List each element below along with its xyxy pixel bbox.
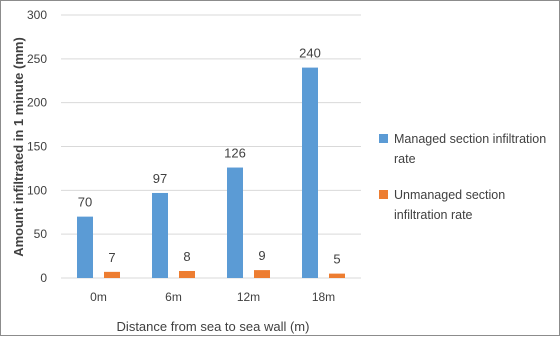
x-tick-label: 12m xyxy=(237,290,260,304)
bar-managed xyxy=(152,192,168,278)
bars xyxy=(77,67,345,278)
data-labels: 70 7 97 8 126 9 240 5 xyxy=(78,46,341,267)
x-axis-ticks: 0m 6m 12m 18m xyxy=(90,290,335,304)
y-axis-title: Amount infiltrated in 1 minute (mm) xyxy=(11,37,26,257)
y-tick-label: 300 xyxy=(27,8,47,22)
x-tick-label: 6m xyxy=(165,290,182,304)
data-label-unmanaged: 8 xyxy=(183,249,190,264)
legend-swatch-unmanaged xyxy=(379,190,388,199)
legend-item-managed: Managed section infiltration rate xyxy=(379,129,557,169)
x-tick-label: 18m xyxy=(312,290,335,304)
bar-managed xyxy=(302,67,318,278)
bar-unmanaged xyxy=(179,270,195,278)
x-tick-label: 0m xyxy=(90,290,107,304)
legend-swatch-managed xyxy=(379,134,388,143)
y-tick-label: 50 xyxy=(34,227,48,241)
bar-unmanaged xyxy=(254,270,270,278)
data-label-unmanaged: 7 xyxy=(108,250,115,265)
data-label-unmanaged: 5 xyxy=(333,252,340,267)
x-axis-title: Distance from sea to sea wall (m) xyxy=(117,319,310,334)
bar-unmanaged xyxy=(329,273,345,278)
y-axis-ticks: 0 50 100 150 200 250 300 xyxy=(27,8,47,285)
data-label-managed: 126 xyxy=(224,146,246,161)
data-label-managed: 97 xyxy=(153,171,167,186)
data-label-unmanaged: 9 xyxy=(258,248,265,263)
y-tick-label: 100 xyxy=(27,183,47,197)
y-tick-label: 200 xyxy=(27,96,47,110)
data-label-managed: 240 xyxy=(299,46,321,61)
y-tick-label: 250 xyxy=(27,52,47,66)
bar-managed xyxy=(227,167,243,278)
gridlines xyxy=(61,14,361,279)
y-tick-label: 0 xyxy=(40,271,47,285)
legend-label-unmanaged: Unmanaged section infiltration rate xyxy=(394,188,506,222)
bar-managed xyxy=(77,216,93,278)
data-label-managed: 70 xyxy=(78,195,92,210)
y-tick-label: 150 xyxy=(27,140,47,154)
bar-unmanaged xyxy=(104,271,120,278)
legend-label-managed: Managed section infiltration rate xyxy=(394,132,547,166)
legend-item-unmanaged: Unmanaged section infiltration rate xyxy=(379,185,557,225)
